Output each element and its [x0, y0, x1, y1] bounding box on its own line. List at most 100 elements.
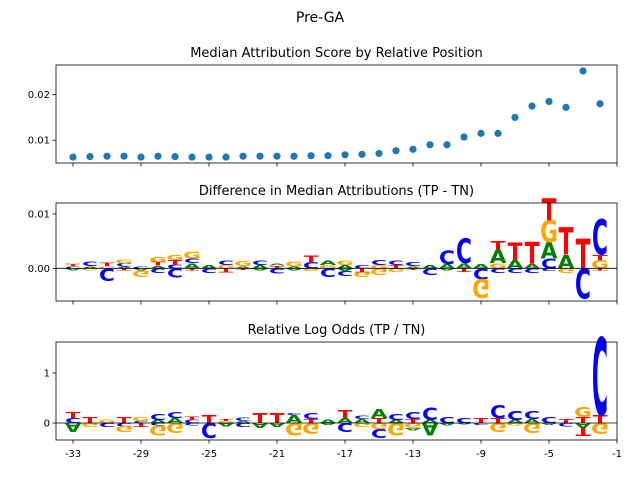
chart-marks	[69, 67, 604, 161]
logo-letter: G	[149, 422, 167, 438]
chart-panel-1: Median Attribution Score by Relative Pos…	[28, 46, 618, 167]
x-tick-label: -1	[612, 449, 622, 460]
logo-letter: T	[185, 268, 200, 271]
logo-letter: T	[117, 415, 133, 425]
logo-letter: A	[269, 422, 287, 429]
logo-letter: T	[270, 265, 285, 269]
logo-letter: C	[337, 269, 353, 277]
logo-letter: A	[337, 267, 354, 271]
data-point	[426, 141, 434, 149]
logo-letter: A	[65, 268, 82, 271]
logo-letter: A	[337, 264, 355, 269]
logo-letter: A	[388, 419, 406, 424]
logo-letter: T	[542, 194, 557, 228]
logo-letter: T	[525, 238, 540, 272]
logo-letter: C	[592, 210, 608, 267]
logo-letter: A	[82, 266, 99, 269]
logo-letter: C	[439, 415, 455, 425]
data-point	[409, 145, 417, 153]
data-point	[273, 152, 281, 160]
axes-frame	[55, 341, 618, 441]
logo-letter: T	[559, 222, 574, 265]
logo-letter: C	[507, 410, 523, 424]
logo-letter: A	[65, 420, 82, 434]
logo-letter: C	[473, 422, 489, 425]
data-point	[477, 129, 485, 137]
logo-letter: T	[593, 253, 608, 262]
logo-letter: A	[371, 408, 388, 422]
logo-letter: C	[286, 413, 302, 416]
logo-letter: G	[387, 267, 405, 272]
logo-letter: G	[115, 258, 133, 264]
logo-letter: G	[353, 422, 371, 429]
logo-letter: A	[456, 422, 473, 424]
logo-letter: G	[115, 424, 133, 434]
data-point	[103, 152, 111, 160]
logo-letter: A	[116, 266, 133, 269]
data-point	[188, 153, 196, 161]
logo-letter: C	[65, 417, 81, 425]
data-point	[154, 152, 162, 160]
logo-letter: C	[439, 246, 455, 268]
logo-letter: C	[541, 415, 557, 425]
y-tick-label: 0.01	[28, 136, 50, 147]
data-point	[341, 151, 349, 159]
data-point	[596, 100, 604, 108]
logo-letter: A	[235, 266, 252, 269]
logo-letter: C	[150, 422, 166, 426]
logo-letter: G	[285, 260, 303, 269]
logo-letter: A	[422, 419, 439, 439]
logo-letter: G	[81, 268, 99, 271]
logo-letter: G	[523, 419, 541, 435]
logo-letter: C	[405, 261, 421, 267]
logo-letter: A	[320, 419, 338, 424]
logo-letter: T	[372, 417, 387, 425]
logo-letter: A	[575, 421, 593, 429]
logo-letter: G	[302, 419, 320, 436]
logo-letter: C	[201, 418, 217, 442]
logo-letter: G	[472, 273, 490, 303]
logo-letter: T	[508, 239, 523, 266]
logo-letter: A	[201, 264, 219, 269]
logo-letter: C	[405, 410, 421, 421]
logo-letter: C	[354, 264, 370, 269]
logo-letter: A	[269, 263, 286, 266]
logo-letter: G	[166, 419, 184, 435]
logo-letter: T	[593, 268, 608, 271]
x-tick-label: -25	[201, 449, 217, 460]
logo-letter: C	[99, 264, 115, 284]
y-tick-label: 1	[44, 369, 50, 380]
logo-letter: G	[591, 419, 609, 436]
logo-letter: A	[439, 263, 457, 270]
logo-letter: A	[184, 261, 201, 270]
logo-letter: A	[320, 259, 338, 266]
logo-letter: C	[507, 267, 523, 274]
logo-letter: A	[218, 422, 236, 427]
data-point	[562, 103, 570, 111]
logo-letter: G	[336, 259, 354, 266]
logo-letter: A	[456, 261, 473, 270]
logo-letter: A	[286, 266, 303, 269]
logo-letter: T	[236, 268, 252, 270]
axes-frame	[55, 202, 618, 302]
logo-letter: A	[150, 265, 167, 269]
chart-title: Median Attribution Score by Relative Pos…	[190, 46, 483, 61]
x-tick-label: -9	[476, 449, 486, 460]
logo-letter: T	[304, 418, 319, 425]
logo-letter: A	[405, 266, 422, 269]
logo-letter: A	[405, 427, 422, 431]
data-point	[443, 141, 451, 149]
data-point	[256, 152, 264, 160]
logo-letter: G	[132, 268, 150, 278]
logo-letter: C	[558, 422, 574, 427]
logo-letter: C	[456, 232, 472, 271]
logo-letter: G	[64, 263, 82, 265]
logo-letter: T	[457, 267, 472, 272]
logo-letter: T	[491, 417, 506, 425]
logo-letter: C	[388, 259, 404, 266]
logo-letter: G	[132, 416, 150, 423]
logo-letter: G	[81, 422, 99, 429]
y-tick-label: 0.01	[28, 209, 50, 220]
x-tick-label: -17	[337, 449, 353, 460]
